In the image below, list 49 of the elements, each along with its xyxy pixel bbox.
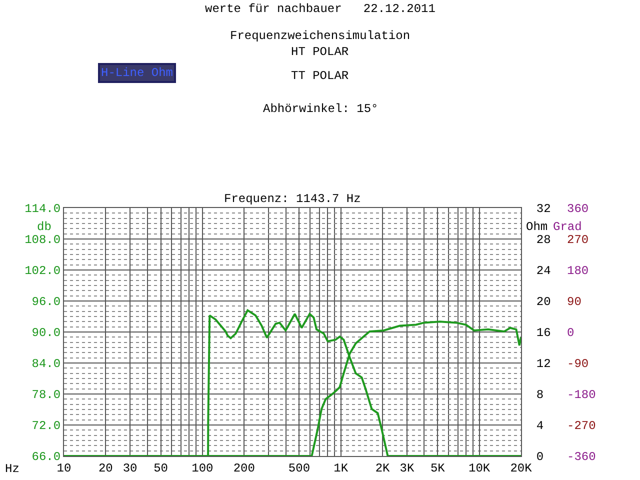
y3-tick-label: -360	[567, 450, 596, 464]
y3-tick-label: 360	[567, 202, 589, 216]
x-tick-label: 3K	[400, 461, 415, 476]
y3-tick-label: -90	[567, 357, 589, 372]
y-tick-label: 102.0	[24, 264, 61, 278]
text: H-Line Ohm	[101, 66, 174, 80]
y2-tick-label: 12	[536, 357, 551, 372]
y2-tick-label: 20	[536, 295, 551, 310]
text: HT POLAR	[291, 45, 349, 59]
x-tick-label: 500	[288, 461, 310, 476]
y-tick-label: 114.0	[24, 202, 61, 216]
y2-axis-title: Ohm	[526, 220, 548, 234]
y2-tick-label: 28	[536, 233, 551, 248]
x-tick-label: 50	[154, 461, 168, 476]
x-tick-label: 1K	[334, 461, 349, 476]
x-tick-label: 20K	[510, 461, 533, 476]
y3-axis-title: Grad	[553, 220, 582, 234]
text: TT POLAR	[291, 69, 349, 83]
y-tick-label: 84.0	[32, 357, 61, 372]
y3-tick-label: 90	[567, 295, 582, 310]
x-tick-label: 100	[192, 461, 214, 476]
x-tick-label: 2K	[375, 461, 391, 476]
y-tick-label: 108.0	[24, 233, 61, 248]
x-tick-label: 5K	[430, 461, 446, 476]
y-tick-label: 72.0	[32, 419, 61, 434]
x-tick-label: 30	[122, 461, 138, 476]
text: Frequenzweichensimulation	[230, 29, 410, 43]
y3-tick-label: -180	[567, 388, 596, 402]
text: Abhörwinkel: 15°	[263, 102, 378, 116]
x-tick-label: 20	[98, 461, 113, 476]
y2-tick-label: 0	[536, 450, 544, 464]
y-tick-label: 90.0	[32, 326, 61, 340]
y2-tick-label: 16	[536, 326, 551, 340]
y3-tick-label: 270	[567, 233, 589, 248]
y3-tick-label: 0	[567, 326, 574, 340]
chart-subtitle: Frequenz: 1143.7 Hz	[224, 192, 361, 206]
y2-tick-label: 8	[536, 388, 544, 402]
x-tick-label: 200	[233, 461, 255, 476]
y-tick-label: 96.0	[32, 295, 61, 310]
x-axis-title: Hz	[5, 462, 20, 476]
y-tick-label: 78.0	[32, 388, 61, 402]
x-tick-label: 10K	[468, 461, 491, 476]
y2-tick-label: 32	[536, 202, 551, 216]
y2-tick-label: 4	[536, 419, 544, 434]
y-axis-title: db	[37, 220, 52, 234]
y3-tick-label: -270	[567, 419, 596, 434]
y2-tick-label: 24	[536, 264, 551, 278]
chart-title: werte für nachbauer 22.12.2011	[205, 2, 436, 16]
y3-tick-label: 180	[567, 264, 589, 278]
